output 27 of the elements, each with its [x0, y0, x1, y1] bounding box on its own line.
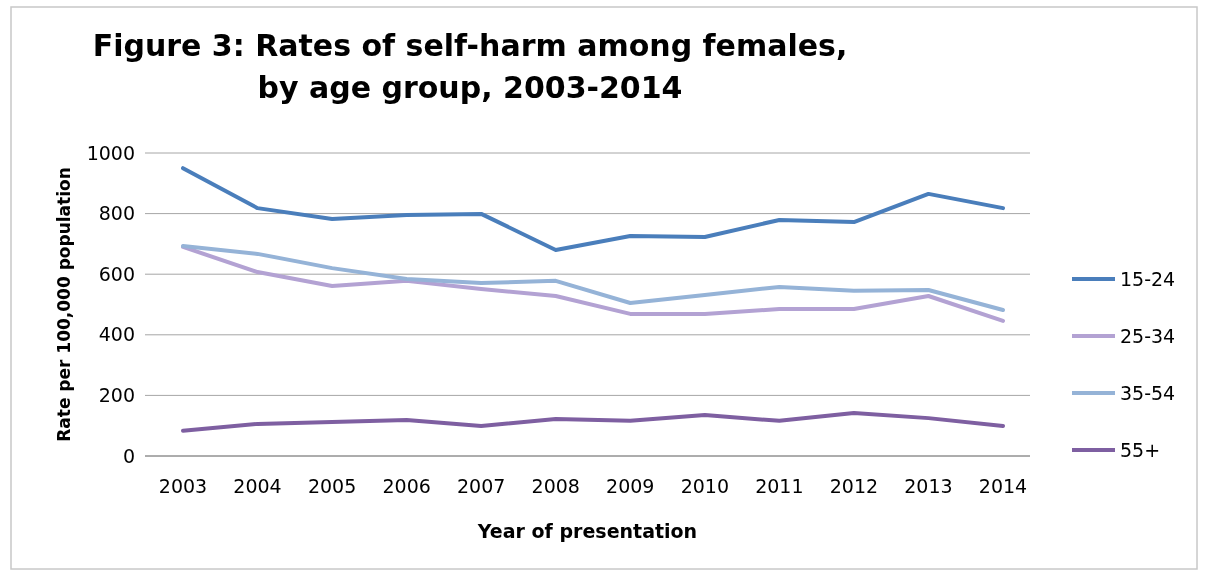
- x-tick-label: 2009: [606, 475, 655, 497]
- x-tick-label: 2013: [904, 475, 953, 497]
- legend-label: 55+: [1120, 438, 1161, 461]
- y-tick-label: 0: [122, 444, 135, 467]
- y-tick-label: 400: [98, 323, 135, 346]
- x-tick-label: 2006: [382, 475, 431, 497]
- x-tick-label: 2014: [978, 475, 1028, 497]
- line-series: [181, 410, 1005, 433]
- line-series: [181, 166, 1005, 252]
- x-tick-label: 2004: [233, 475, 282, 497]
- y-tick-label: 200: [98, 384, 135, 407]
- x-tick-label: 2010: [680, 475, 729, 497]
- y-axis-title: Rate per 100,000 population: [54, 167, 74, 442]
- y-tick-label: 1000: [86, 141, 135, 164]
- legend-label: 35-54: [1120, 381, 1176, 404]
- chart-title: Figure 3: Rates of self-harm among females, by age group, 2003-2014: [92, 28, 848, 105]
- x-tick-label: 2011: [755, 475, 804, 497]
- y-tick-label: 800: [98, 202, 135, 225]
- x-tick-label: 2008: [531, 475, 580, 497]
- y-tick-label: 600: [98, 262, 135, 285]
- x-tick-label: 2007: [457, 475, 506, 497]
- x-tick-label: 2003: [158, 475, 208, 497]
- x-axis-title: Year of presentation: [476, 520, 698, 542]
- x-tick-label: 2005: [307, 475, 357, 497]
- legend-label: 25-34: [1120, 324, 1176, 347]
- legend-label: 15-24: [1120, 267, 1176, 290]
- x-tick-label: 2012: [829, 475, 879, 497]
